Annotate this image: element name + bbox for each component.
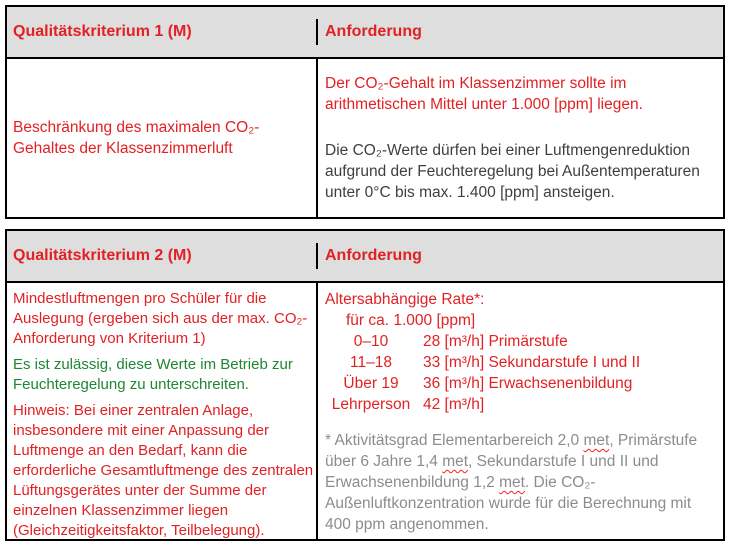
criteria-table-1: Qualitätskriterium 1 (M) Anforderung Bes… [5, 5, 725, 219]
table1-criterion-cell: Beschränkung des maximalen CO₂-Gehaltes … [7, 59, 318, 217]
rate-subtitle: für ca. 1.000 [ppm] [346, 312, 476, 329]
table1-criterion-header: Qualitätskriterium 1 (M) [13, 23, 192, 40]
rate-value-stage: 42 [m³/h] [423, 396, 485, 413]
table1-requirement-main-text: Der CO₂-Gehalt im Klassenzimmer sollte i… [325, 75, 643, 113]
misspelled-word: met [583, 432, 610, 449]
rate-row: Über 19 36 [m³/h] Erwachsenenbildung [325, 373, 717, 394]
rate-row: 11–18 33 [m³/h] Sekundarstufe I und II [325, 352, 717, 373]
age-rate-block: Altersabhängige Rate*: für ca. 1.000 [pp… [325, 289, 717, 415]
table2-criterion-header: Qualitätskriterium 2 (M) [13, 247, 192, 264]
table2-requirement-header: Anforderung [325, 247, 422, 264]
misspelled-word: met [499, 474, 525, 491]
table2-criterion-cell: Mindestluftmengen pro Schüler für die Au… [7, 283, 318, 539]
misspelled-word: met [442, 453, 469, 470]
table2-criterion-main-text: Mindestluftmengen pro Schüler für die Au… [13, 290, 308, 347]
table2-requirement-cell: Altersabhängige Rate*: für ca. 1.000 [pp… [318, 283, 723, 539]
rate-value-stage: 33 [m³/h] Sekundarstufe I und II [423, 354, 641, 371]
table1-requirement-header: Anforderung [325, 23, 422, 40]
table2-header-row: Qualitätskriterium 2 (M) Anforderung [7, 231, 723, 283]
criteria-table-2: Qualitätskriterium 2 (M) Anforderung Min… [5, 229, 725, 541]
footnote: * Aktivitätsgrad Elementarbereich 2,0 me… [325, 430, 717, 535]
table2-criterion-header-cell: Qualitätskriterium 2 (M) [7, 243, 318, 269]
table2-body-row: Mindestluftmengen pro Schüler für die Au… [7, 283, 723, 539]
rate-age-group: 11–18 [350, 354, 392, 371]
rate-title: Altersabhängige Rate*: [325, 291, 485, 308]
rate-age-group: Lehrperson [331, 396, 411, 413]
table1-body-row: Beschränkung des maximalen CO₂-Gehaltes … [7, 59, 723, 217]
document-page: Qualitätskriterium 1 (M) Anforderung Bes… [5, 5, 725, 541]
footnote-segment: * Aktivitätsgrad Elementarbereich 2,0 [325, 432, 584, 449]
footnote-segment: , Primärstufe über 6 Jahre 1,4 [325, 432, 698, 470]
table1-requirement-header-cell: Anforderung [318, 19, 723, 45]
table1-requirement-note-text: Die CO₂-Werte dürfen bei einer Luftmenge… [325, 142, 700, 201]
rate-value-stage: 28 [m³/h] Primärstufe [423, 333, 568, 350]
table2-criterion-permit-text: Es ist zulässig, diese Werte im Betrieb … [13, 356, 293, 393]
footnote-segment: , Sekundarstufe I und II und Erwachsenen… [325, 453, 659, 491]
table1-criterion-header-cell: Qualitätskriterium 1 (M) [7, 19, 318, 45]
rate-row: 0–10 28 [m³/h] Primärstufe [325, 331, 717, 352]
rate-row: Lehrperson 42 [m³/h] [325, 394, 717, 415]
rates-list: 0–10 28 [m³/h] Primärstufe 11–18 33 [m³/h] … [325, 331, 717, 415]
table1-header-row: Qualitätskriterium 1 (M) Anforderung [7, 7, 723, 59]
table2-requirement-header-cell: Anforderung [318, 243, 723, 269]
table2-criterion-note-text: Hinweis: Bei einer zentralen Anlage, ins… [13, 402, 314, 539]
table1-requirement-cell: Der CO₂-Gehalt im Klassenzimmer sollte i… [318, 59, 723, 217]
table1-criterion-text: Beschränkung des maximalen CO₂-Gehaltes … [13, 119, 260, 157]
rate-value-stage: 36 [m³/h] Erwachsenenbildung [423, 375, 633, 392]
rate-age-group: Über 19 [343, 375, 399, 392]
rate-age-group: 0–10 [353, 333, 389, 350]
footnote-segment: . Die CO₂-Außenluftkonzentration wurde f… [325, 474, 692, 533]
